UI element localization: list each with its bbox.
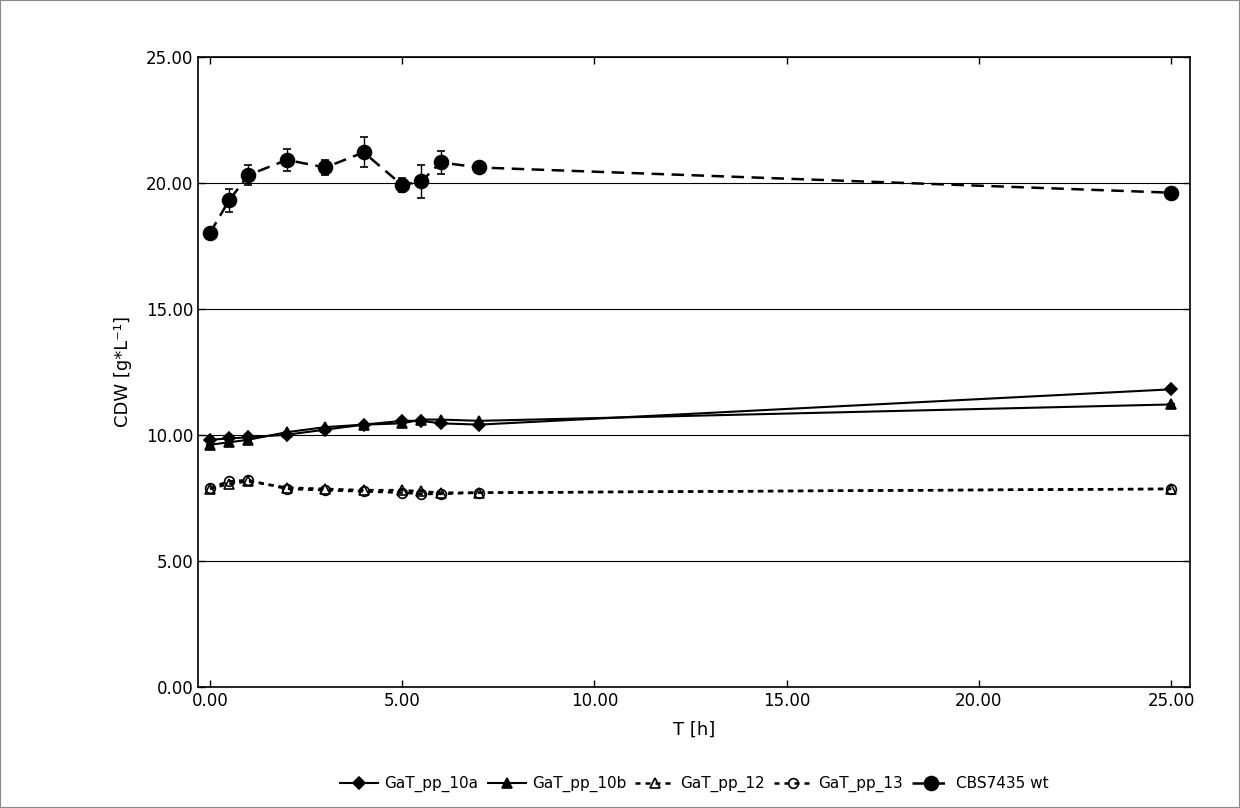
GaT_pp_10a xyxy=(394,416,409,426)
Y-axis label: CDW [g*L⁻¹]: CDW [g*L⁻¹] xyxy=(114,316,133,427)
GaT_pp_13 xyxy=(202,483,217,493)
Line: GaT_pp_10a: GaT_pp_10a xyxy=(206,385,1176,444)
GaT_pp_12 xyxy=(471,488,486,498)
GaT_pp_13 xyxy=(433,489,448,499)
GaT_pp_13 xyxy=(471,488,486,498)
GaT_pp_13 xyxy=(356,486,371,496)
GaT_pp_10a xyxy=(414,416,429,426)
GaT_pp_12 xyxy=(241,477,255,486)
GaT_pp_10a xyxy=(356,420,371,430)
GaT_pp_10a xyxy=(433,419,448,428)
GaT_pp_12 xyxy=(414,486,429,496)
GaT_pp_10a xyxy=(317,425,332,435)
Line: GaT_pp_12: GaT_pp_12 xyxy=(205,477,1176,498)
GaT_pp_13 xyxy=(222,477,237,486)
GaT_pp_10a xyxy=(471,420,486,430)
GaT_pp_13 xyxy=(414,489,429,499)
GaT_pp_10a xyxy=(202,435,217,444)
GaT_pp_10a xyxy=(241,432,255,442)
GaT_pp_12 xyxy=(1163,484,1178,494)
Line: GaT_pp_13: GaT_pp_13 xyxy=(205,475,1176,499)
GaT_pp_13 xyxy=(394,488,409,498)
GaT_pp_13 xyxy=(1163,484,1178,494)
GaT_pp_10a xyxy=(222,434,237,444)
GaT_pp_10a xyxy=(279,430,294,440)
GaT_pp_13 xyxy=(279,484,294,494)
GaT_pp_12 xyxy=(356,486,371,495)
GaT_pp_13 xyxy=(317,486,332,495)
GaT_pp_12 xyxy=(279,483,294,493)
GaT_pp_13 xyxy=(241,475,255,485)
GaT_pp_10a xyxy=(1163,385,1178,394)
GaT_pp_12 xyxy=(222,479,237,489)
Legend: GaT_pp_10a, GaT_pp_10b, GaT_pp_12, GaT_pp_13, CBS7435 wt: GaT_pp_10a, GaT_pp_10b, GaT_pp_12, GaT_p… xyxy=(334,770,1055,798)
GaT_pp_12 xyxy=(317,484,332,494)
GaT_pp_12 xyxy=(202,484,217,494)
GaT_pp_12 xyxy=(394,486,409,495)
GaT_pp_12 xyxy=(433,488,448,498)
X-axis label: T [h]: T [h] xyxy=(673,721,715,739)
